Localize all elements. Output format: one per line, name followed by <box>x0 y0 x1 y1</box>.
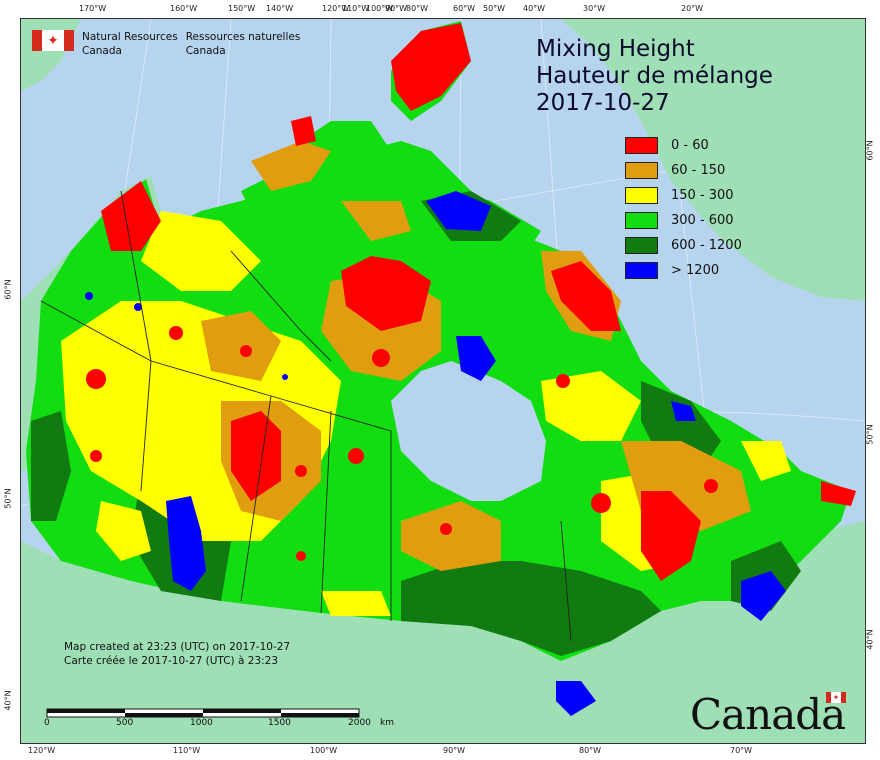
top-tick: 80°W <box>406 4 429 13</box>
legend-swatch <box>625 162 658 179</box>
top-tick: 90°W <box>385 4 408 13</box>
title-date: 2017-10-27 <box>536 90 670 116</box>
legend-item: 600 - 1200 <box>625 233 742 258</box>
bottom-tick: 70°W <box>730 746 753 755</box>
top-tick: 170°W <box>79 4 107 13</box>
scale-bar: 0 500 1000 1500 2000 km <box>44 705 394 728</box>
legend-swatch <box>625 137 658 154</box>
top-tick: 140°W <box>266 4 294 13</box>
scale-tick-label: 1500 <box>268 718 291 728</box>
scale-bar-graphic <box>46 708 360 718</box>
legend-item: 60 - 150 <box>625 158 742 183</box>
agency-name-en: Natural Resources Canada <box>82 30 178 58</box>
top-tick: 150°W <box>228 4 256 13</box>
top-tick: 120°W <box>322 4 350 13</box>
scale-tick-label: 0 <box>44 718 50 728</box>
title-french: Hauteur de mélange <box>536 63 773 89</box>
agency-fr-line2: Canada <box>185 45 226 57</box>
legend-swatch <box>625 262 658 279</box>
hudson-bay <box>391 361 546 501</box>
right-tick: 40°N <box>865 629 875 650</box>
map-credits: Map created at 23:23 (UTC) on 2017-10-27… <box>64 640 290 668</box>
bottom-tick: 100°W <box>310 746 338 755</box>
legend-label: 300 - 600 <box>671 213 734 228</box>
agency-fr-line1: Ressources naturelles <box>185 31 301 43</box>
left-tick: 60°N <box>3 279 13 300</box>
scale-tick-label: 500 <box>116 718 134 728</box>
canada-wordmark: Canada <box>690 690 846 739</box>
top-tick: 20°W <box>681 4 704 13</box>
legend-swatch <box>625 187 658 204</box>
legend: 0 - 60 60 - 150 150 - 300 300 - 600 600 - 12… <box>625 133 742 283</box>
legend-item: 300 - 600 <box>625 208 742 233</box>
provincial-boundaries <box>40 190 572 642</box>
top-tick: 160°W <box>170 4 198 13</box>
bottom-tick: 80°W <box>579 746 602 755</box>
zone-0-60 <box>86 23 856 581</box>
credit-french: Carte créée le 2017-10-27 (UTC) à 23:23 <box>64 655 279 667</box>
mixing-height-map <box>21 19 865 743</box>
legend-label: 600 - 1200 <box>671 238 742 253</box>
legend-label: 0 - 60 <box>671 138 709 153</box>
top-tick: 30°W <box>583 4 606 13</box>
top-tick: 50°W <box>483 4 506 13</box>
top-tick: 60°W <box>453 4 476 13</box>
zone-over-1200 <box>85 191 786 716</box>
right-tick: 60°N <box>865 140 875 161</box>
legend-item: 0 - 60 <box>625 133 742 158</box>
canada-flag-icon: ✦ <box>32 30 74 51</box>
right-tick: 50°N <box>865 424 875 445</box>
legend-swatch <box>625 237 658 254</box>
credit-english: Map created at 23:23 (UTC) on 2017-10-27 <box>64 641 291 653</box>
agency-en-line1: Natural Resources <box>82 31 178 43</box>
scale-unit: km <box>380 718 394 728</box>
legend-label: 150 - 300 <box>671 188 734 203</box>
top-tick: 100°W <box>366 4 394 13</box>
greenland-landmass <box>561 19 865 301</box>
legend-item: 150 - 300 <box>625 183 742 208</box>
left-tick: 40°N <box>3 690 13 711</box>
legend-label: 60 - 150 <box>671 163 726 178</box>
agency-en-line2: Canada <box>82 45 122 57</box>
bottom-tick: 110°W <box>173 746 201 755</box>
bottom-tick: 90°W <box>443 746 466 755</box>
left-tick: 50°N <box>3 488 13 509</box>
agency-name-fr: Ressources naturelles Canada <box>186 30 301 58</box>
usa-landmass <box>21 521 865 743</box>
map-title-block: Mixing Height Hauteur de mélange 2017-10… <box>536 36 773 117</box>
agency-header: ✦ Natural Resources Canada Ressources na… <box>32 30 300 58</box>
bottom-tick: 120°W <box>28 746 56 755</box>
wordmark-flag-icon: ✦ <box>826 692 846 703</box>
legend-swatch <box>625 212 658 229</box>
legend-item: > 1200 <box>625 258 742 283</box>
scale-tick-label: 2000 <box>348 718 371 728</box>
top-tick: 40°W <box>523 4 546 13</box>
scale-tick-label: 1000 <box>190 718 213 728</box>
top-tick: 110°W <box>342 4 370 13</box>
map-area <box>20 18 866 744</box>
title-english: Mixing Height <box>536 36 695 62</box>
legend-label: > 1200 <box>671 263 720 278</box>
